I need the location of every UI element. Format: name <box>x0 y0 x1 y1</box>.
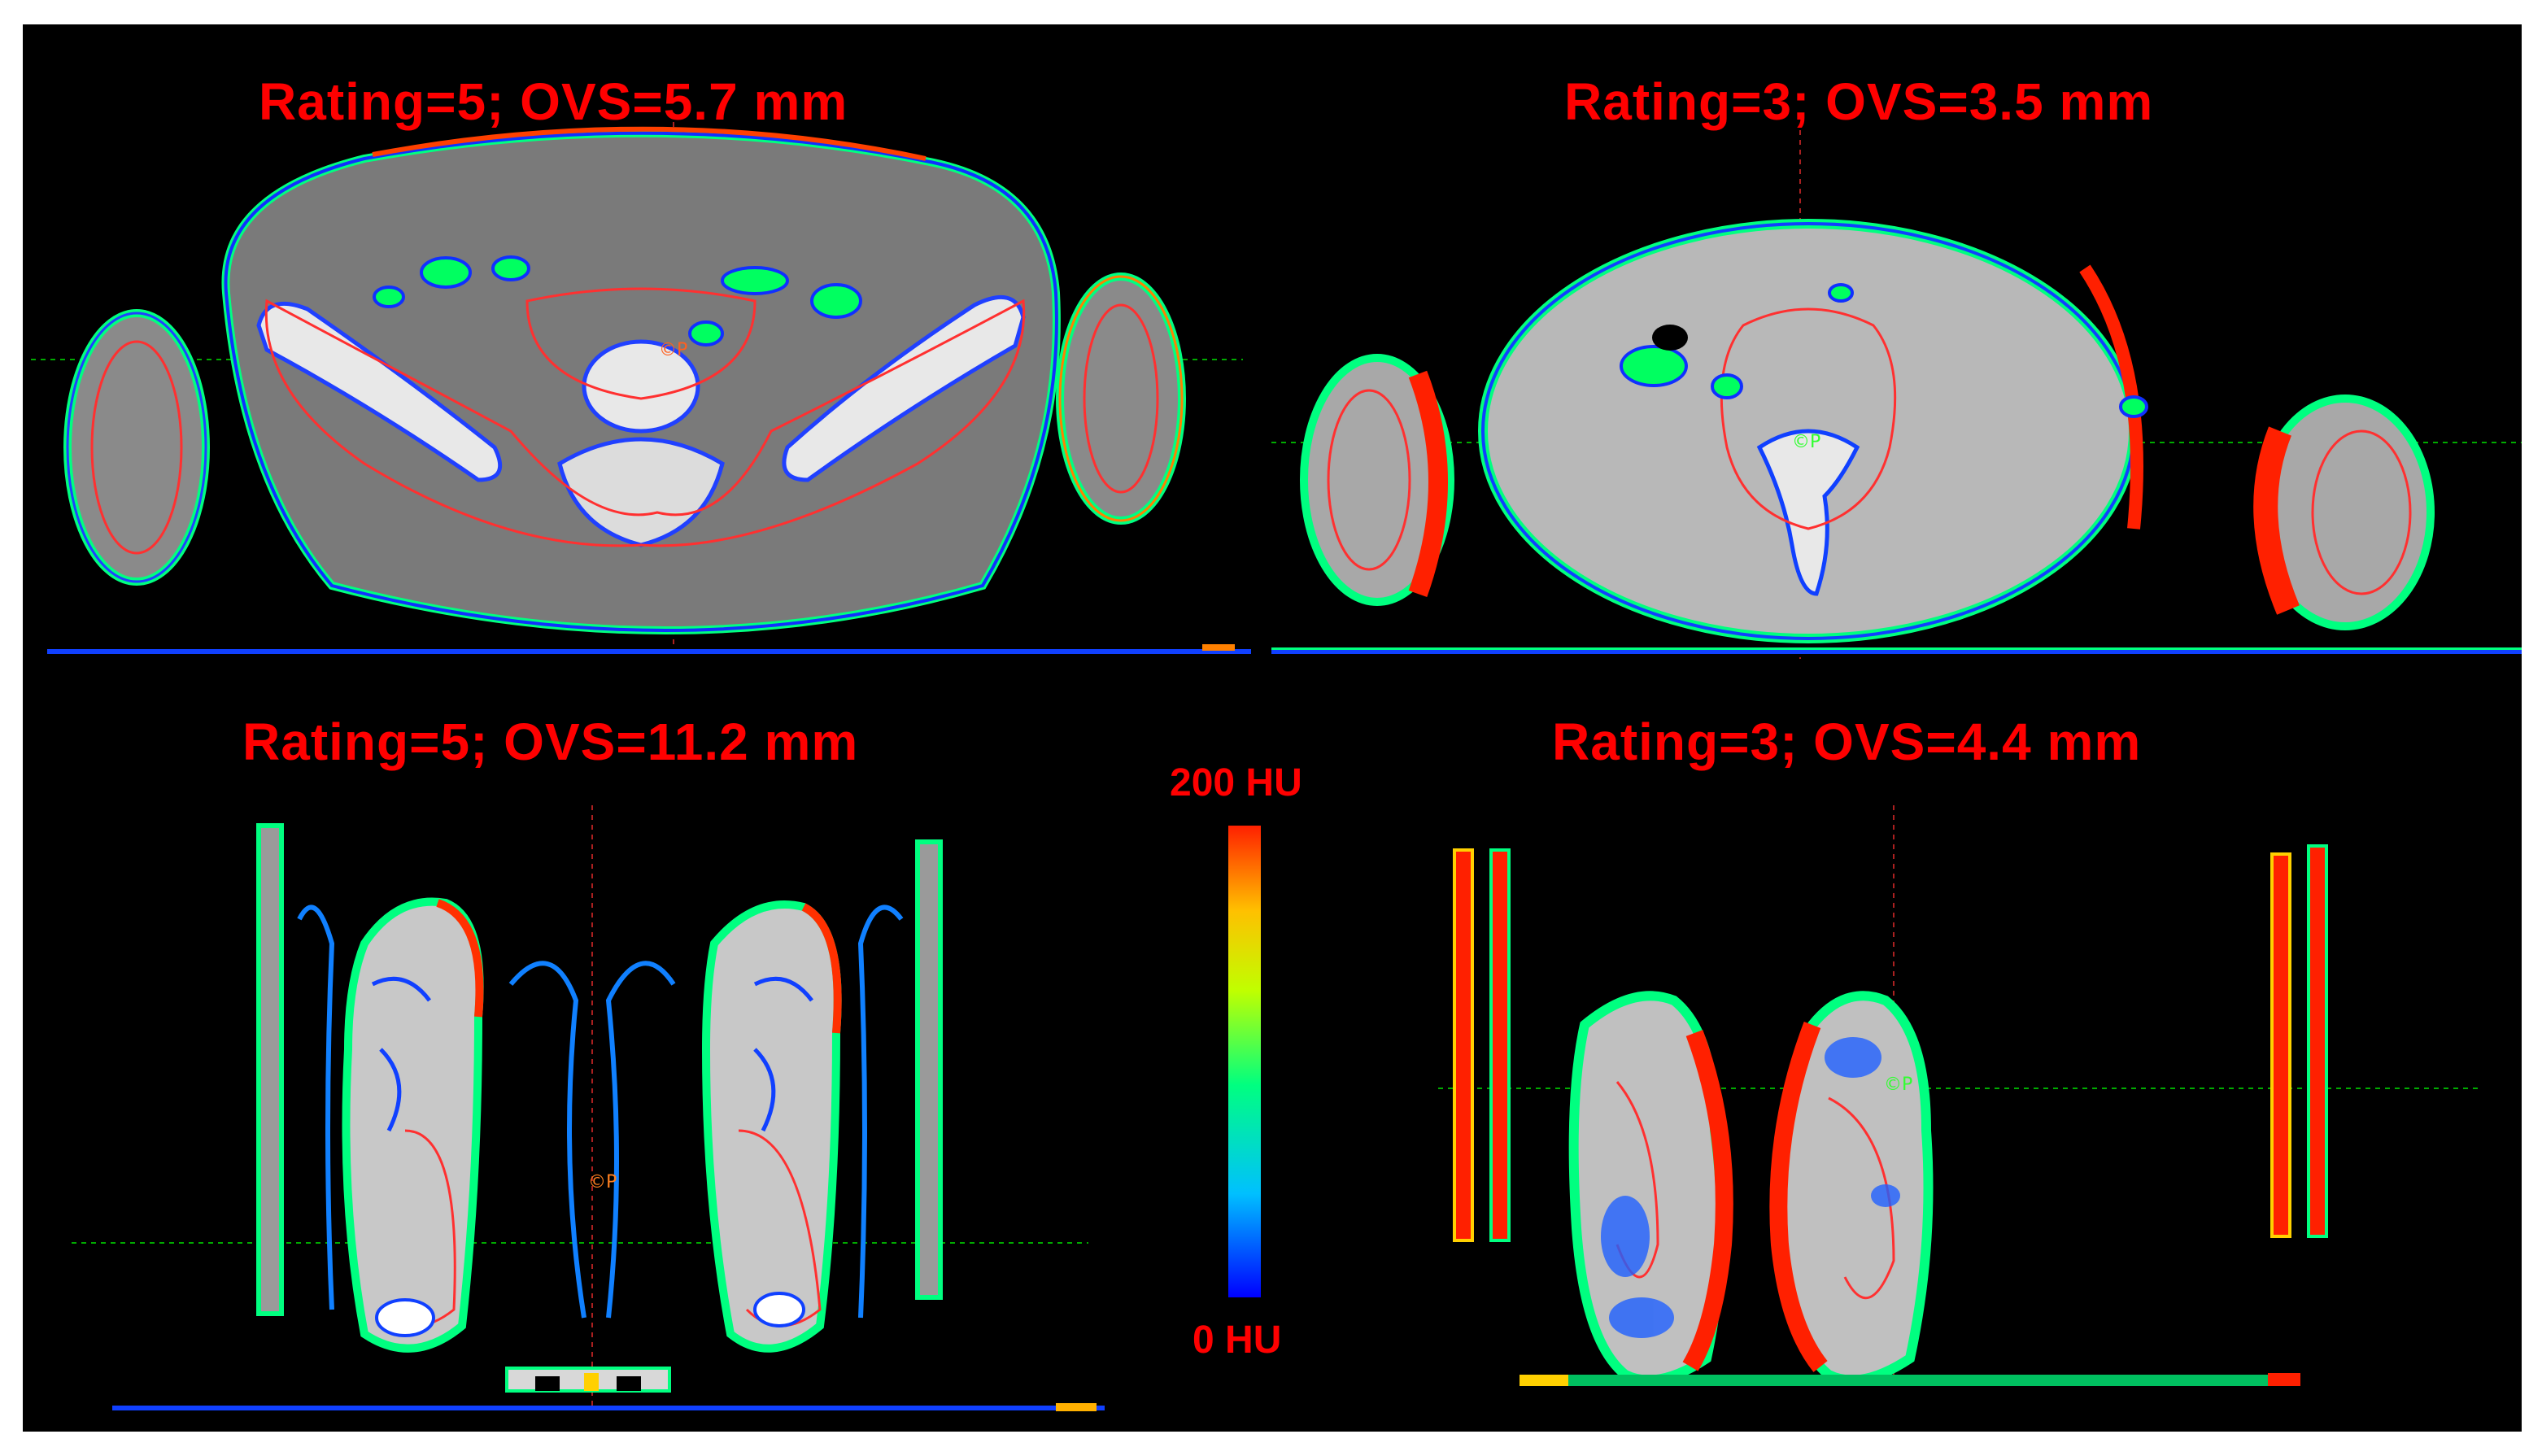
ct-image-pelvis: ©P <box>31 122 1251 654</box>
vertebra <box>582 339 700 434</box>
isocenter-marker: ©P <box>659 340 687 360</box>
spine <box>1756 429 1860 596</box>
isocenter-marker: ©P <box>1792 432 1820 452</box>
couch <box>1520 1375 2300 1386</box>
panel-title-bottom-right: Rating=3; OVS=4.4 mm <box>1552 713 2142 771</box>
immobilization-bar-left-2 <box>1489 848 1511 1242</box>
left-leg <box>1568 991 1726 1385</box>
iliac-bone-left <box>256 301 503 482</box>
colorbar-max-label: 200 HU <box>1170 761 1302 804</box>
immobilization-bar-right-1 <box>2270 852 2291 1238</box>
couch <box>112 1406 1105 1410</box>
target-contour <box>264 299 1026 547</box>
immobilization-bar-left-1 <box>1453 848 1474 1242</box>
panel-title-top-right: Rating=3; OVS=3.5 mm <box>1564 72 2154 131</box>
immobilization-bar-right-2 <box>2307 844 2328 1238</box>
colorbar-min-label: 0 HU <box>1193 1319 1282 1362</box>
bone-hotspots <box>371 976 813 1132</box>
panel-top-left: Rating=5; OVS=5.7 mm <box>23 24 1259 667</box>
iliac-bone-right <box>782 294 1026 482</box>
figure-frame: Rating=5; OVS=5.7 mm <box>23 24 2522 1432</box>
target-contour <box>1720 307 1897 530</box>
immobilization-bar-right <box>915 839 943 1300</box>
bowel-hotspots <box>1620 283 2148 418</box>
panel-top-right: Rating=3; OVS=3.5 mm <box>1271 24 2522 667</box>
panel-title-bottom-left: Rating=5; OVS=11.2 mm <box>242 713 859 771</box>
panel-title-top-left: Rating=5; OVS=5.7 mm <box>259 72 848 131</box>
ct-image-legs-right: ©P <box>1438 805 2479 1391</box>
couch <box>1271 647 2522 654</box>
panel-bottom-right: Rating=3; OVS=4.4 mm <box>1389 675 2522 1432</box>
ct-image-legs-left: ©P <box>72 805 1105 1411</box>
ct-image-abdomen: ©P <box>1271 130 2522 659</box>
immobilization-bar-left <box>256 823 284 1316</box>
couch <box>47 649 1251 654</box>
left-leg <box>342 897 484 1353</box>
bowel-hotspots <box>373 255 862 347</box>
isocenter-marker: ©P <box>588 1172 617 1192</box>
panel-bottom-left: Rating=5; OVS=11.2 mm <box>23 675 1105 1432</box>
colorbar <box>1228 826 1261 1297</box>
isocenter-marker: ©P <box>1884 1075 1912 1095</box>
